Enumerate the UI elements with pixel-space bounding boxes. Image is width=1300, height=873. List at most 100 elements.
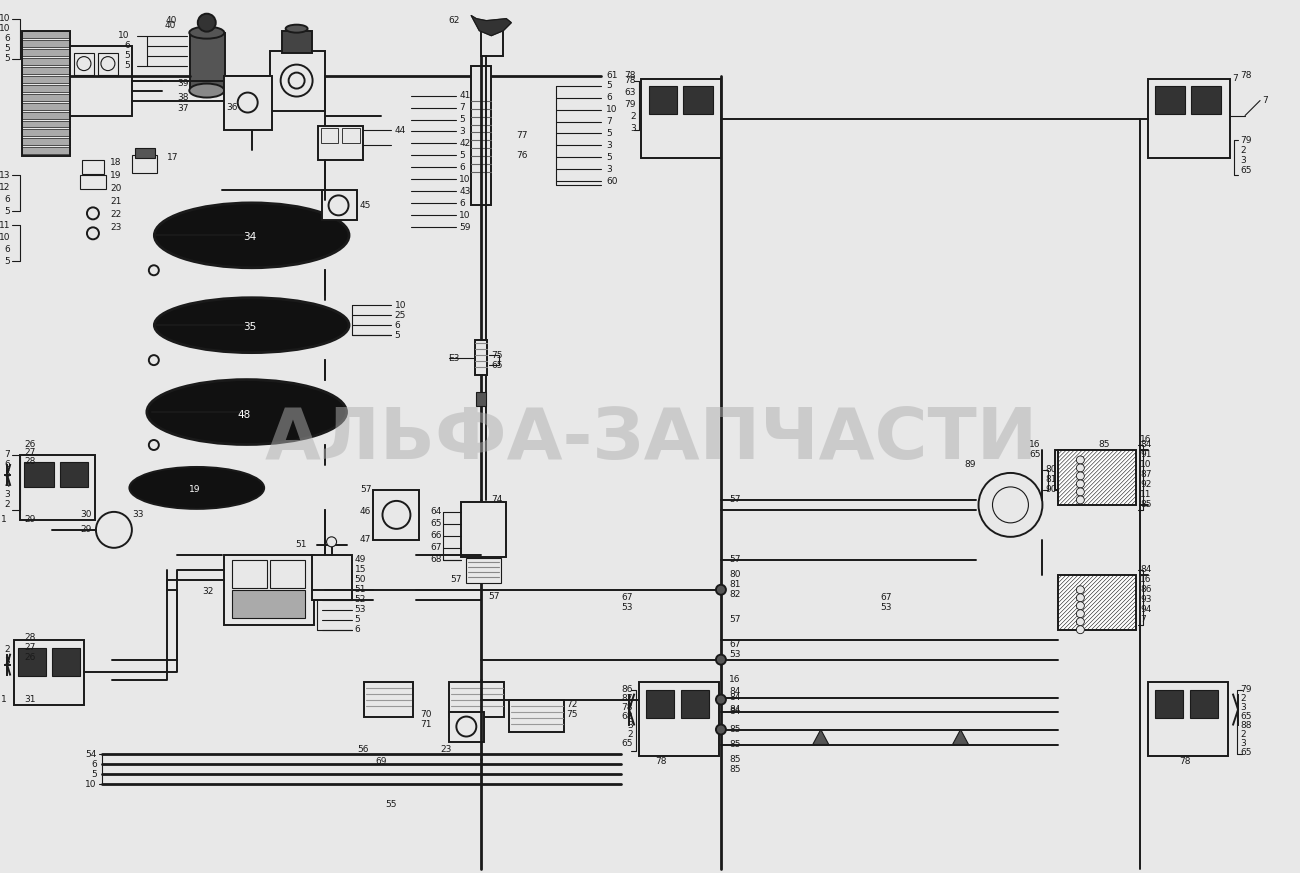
Bar bbox=[20, 455, 95, 519]
Ellipse shape bbox=[190, 27, 224, 38]
Circle shape bbox=[1076, 472, 1084, 480]
Circle shape bbox=[1076, 626, 1084, 634]
Text: 88: 88 bbox=[1240, 721, 1252, 730]
Text: 32: 32 bbox=[203, 588, 213, 596]
Text: 47: 47 bbox=[360, 535, 370, 545]
Polygon shape bbox=[953, 730, 968, 745]
Bar bbox=[22, 93, 70, 100]
Bar bbox=[450, 682, 504, 717]
Bar bbox=[82, 161, 104, 175]
Bar bbox=[22, 76, 70, 83]
Text: 84: 84 bbox=[729, 707, 740, 716]
Text: 1: 1 bbox=[1, 515, 6, 525]
Text: 5: 5 bbox=[355, 615, 360, 624]
Text: 78: 78 bbox=[1240, 71, 1252, 80]
Text: 62: 62 bbox=[448, 17, 459, 25]
Text: 6: 6 bbox=[91, 760, 98, 769]
Text: 91: 91 bbox=[1140, 450, 1152, 459]
Text: 3: 3 bbox=[628, 721, 633, 730]
Text: 44: 44 bbox=[394, 126, 406, 135]
Text: 84: 84 bbox=[1140, 566, 1152, 574]
Circle shape bbox=[1076, 464, 1084, 472]
Text: 3: 3 bbox=[4, 657, 10, 666]
Text: 5: 5 bbox=[4, 257, 10, 265]
Text: 41: 41 bbox=[459, 91, 471, 100]
Bar bbox=[682, 86, 712, 113]
Text: 31: 31 bbox=[25, 695, 35, 705]
Text: 5: 5 bbox=[606, 153, 612, 162]
Text: 78: 78 bbox=[624, 76, 636, 85]
Bar bbox=[1156, 86, 1186, 113]
Bar bbox=[342, 128, 360, 143]
Text: 6: 6 bbox=[4, 34, 10, 43]
Text: 57: 57 bbox=[729, 555, 741, 564]
Text: 16: 16 bbox=[1140, 436, 1152, 444]
Text: 78: 78 bbox=[655, 757, 667, 766]
Text: 66: 66 bbox=[430, 532, 442, 540]
Text: 10: 10 bbox=[0, 14, 10, 24]
Bar bbox=[14, 640, 84, 705]
Bar bbox=[649, 86, 677, 113]
Circle shape bbox=[382, 501, 411, 529]
Bar bbox=[18, 648, 46, 676]
Text: 81: 81 bbox=[729, 581, 741, 589]
Circle shape bbox=[281, 65, 312, 97]
Circle shape bbox=[87, 208, 99, 219]
Text: 45: 45 bbox=[360, 201, 370, 210]
Text: 65: 65 bbox=[1240, 166, 1252, 175]
Text: 63: 63 bbox=[624, 88, 636, 97]
Circle shape bbox=[1076, 480, 1084, 488]
Circle shape bbox=[326, 537, 337, 546]
Text: 10: 10 bbox=[0, 233, 10, 242]
Circle shape bbox=[150, 440, 159, 450]
Text: 7: 7 bbox=[1140, 615, 1147, 624]
Bar bbox=[81, 175, 105, 189]
Text: 7: 7 bbox=[459, 103, 465, 112]
Bar bbox=[269, 51, 325, 111]
Text: 5: 5 bbox=[4, 207, 10, 216]
Text: 59: 59 bbox=[459, 223, 471, 232]
Bar bbox=[364, 682, 413, 717]
Circle shape bbox=[1076, 609, 1084, 618]
Text: 16: 16 bbox=[1028, 441, 1040, 450]
Text: 79: 79 bbox=[1240, 136, 1252, 145]
Text: 50: 50 bbox=[355, 575, 367, 584]
Bar bbox=[646, 690, 673, 718]
Text: 3: 3 bbox=[1240, 703, 1245, 712]
Text: 10: 10 bbox=[118, 31, 130, 40]
Text: 51: 51 bbox=[355, 585, 367, 595]
Text: 26: 26 bbox=[25, 653, 35, 662]
Text: 76: 76 bbox=[516, 151, 528, 160]
Text: 65: 65 bbox=[621, 739, 633, 748]
Text: 80: 80 bbox=[1045, 465, 1057, 474]
Text: 23: 23 bbox=[111, 223, 121, 232]
Text: 94: 94 bbox=[1140, 605, 1152, 615]
Text: 26: 26 bbox=[25, 441, 35, 450]
Bar bbox=[22, 31, 70, 38]
Text: 3: 3 bbox=[606, 141, 612, 150]
Text: 20: 20 bbox=[111, 184, 121, 193]
Text: 42: 42 bbox=[459, 139, 471, 148]
Text: 6: 6 bbox=[394, 320, 400, 330]
Text: 4: 4 bbox=[4, 480, 10, 490]
Text: 10: 10 bbox=[459, 175, 471, 184]
Text: 84: 84 bbox=[1140, 441, 1152, 450]
Text: 7: 7 bbox=[4, 450, 10, 459]
Text: 11: 11 bbox=[1140, 491, 1152, 499]
Bar bbox=[74, 52, 94, 74]
Text: 13: 13 bbox=[0, 171, 10, 180]
Text: 79: 79 bbox=[1240, 685, 1252, 694]
Text: 54: 54 bbox=[86, 750, 97, 759]
Bar bbox=[22, 129, 70, 136]
Text: 6: 6 bbox=[355, 625, 360, 634]
Bar bbox=[467, 558, 502, 583]
Text: 2: 2 bbox=[4, 500, 10, 509]
Bar bbox=[231, 560, 266, 588]
Bar bbox=[224, 76, 272, 130]
Text: 57: 57 bbox=[450, 575, 461, 584]
Bar bbox=[98, 52, 118, 74]
Bar bbox=[1058, 574, 1136, 629]
Text: 51: 51 bbox=[295, 540, 307, 549]
Text: 17: 17 bbox=[166, 153, 178, 162]
Text: 18: 18 bbox=[111, 158, 121, 167]
